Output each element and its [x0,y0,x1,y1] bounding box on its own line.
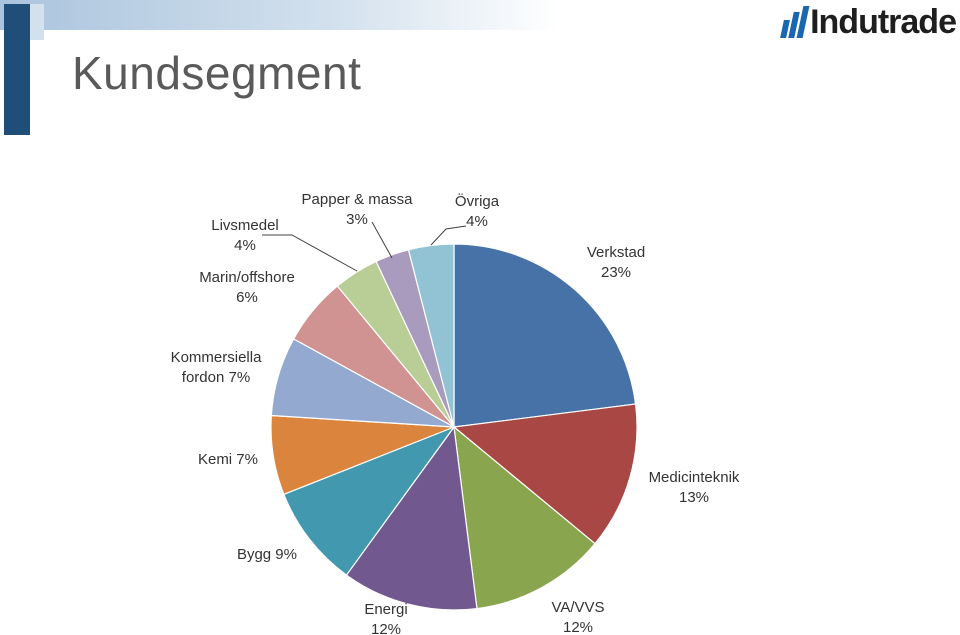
pie-slice [453,425,596,610]
slice-label: Verkstad 23% [587,244,645,281]
pie-slice [283,425,456,576]
leader-line [262,234,358,272]
leader-line [430,225,467,246]
slice-label-line: 4% [466,213,488,230]
logo-text: Indutrade [810,2,957,41]
slice-label: Kommersiella fordon 7% [171,349,263,386]
slice-label-line: Kommersiella [171,349,263,366]
pie-slice [452,403,638,545]
pie-slice [453,243,637,428]
page-title: Kundsegment [72,47,362,99]
slice-label-line: Energi [364,601,407,618]
pie-slice [407,243,455,428]
slice-label-line: 23% [601,264,631,281]
slice-label-line: 4% [234,237,256,254]
slice-label-line: 12% [563,619,593,635]
brand-logo: Indutrade [780,2,957,41]
slice-label-line: 12% [371,621,401,635]
slice-label-line: Kemi 7% [198,451,258,468]
header-band [0,0,560,30]
slice-label: Kemi 7% [198,451,258,468]
slice-label-line: Marin/offshore [199,269,295,286]
slice-label-line: Övriga [455,192,500,210]
slice-label: Energi 12% [364,601,407,635]
slice-label-line: 13% [679,489,709,506]
slice-label-line: Papper & massa [302,191,414,208]
slice-label: Medicinteknik 13% [649,469,740,506]
slice-label: Bygg 9% [237,546,297,563]
slice-label: Marin/offshore 6% [199,269,295,306]
slice-label-line: Verkstad [587,244,645,261]
slice-label-line: 6% [236,289,258,306]
slice-label-line: VA/VVS [551,599,604,616]
pie-slice [345,425,478,611]
slice-label: Övriga 4% [455,192,500,230]
slice-label: VA/VVS 12% [551,599,604,635]
slice-label-line: fordon 7% [182,369,250,386]
leader-line [371,221,393,259]
slice-label-line: 3% [346,211,368,228]
slice-label-line: Bygg 9% [237,546,297,563]
slice-label-line: Livsmedel [211,217,279,234]
slice-label: Papper & massa 3% [302,191,414,228]
slice-label-line: Medicinteknik [649,469,740,486]
slice-label: Livsmedel 4% [211,217,279,254]
accent-bar [4,4,44,135]
